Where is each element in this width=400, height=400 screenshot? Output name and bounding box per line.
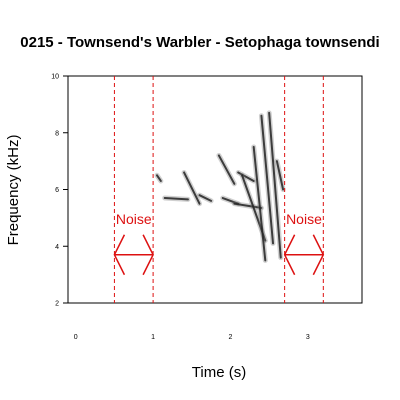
- y-axis-label: Frequency (kHz): [5, 135, 22, 246]
- song-element: [183, 171, 201, 205]
- noise-arrow-head-right: [142, 234, 154, 276]
- y-tick-label: 6: [55, 187, 59, 194]
- y-tick-label: 2: [55, 301, 59, 308]
- y-tick-label: 8: [55, 130, 59, 137]
- song-element: [163, 197, 189, 201]
- song-element: [252, 145, 267, 262]
- song-element: [233, 202, 263, 209]
- song-element: [155, 174, 162, 182]
- x-axis-label: Time (s): [192, 364, 246, 381]
- song-element: [221, 197, 240, 205]
- song-element: [268, 111, 282, 259]
- y-tick-label: 4: [55, 244, 59, 251]
- x-tick-label: 2: [229, 334, 233, 341]
- song-element: [198, 194, 213, 202]
- x-tick-label: 0: [74, 334, 78, 341]
- song-element: [217, 154, 236, 185]
- song-element: [260, 114, 275, 245]
- noise-arrow-head-left: [283, 234, 296, 276]
- x-tick-label: 3: [306, 334, 310, 341]
- chart-title: 0215 - Townsend's Warbler - Setophaga to…: [20, 34, 379, 51]
- plot-frame: [67, 75, 363, 304]
- y-tick-label: 10: [51, 74, 59, 81]
- noise-label: Noise: [116, 211, 152, 227]
- noise-arrow-head-right: [312, 234, 325, 276]
- x-tick-label: 1: [151, 334, 155, 341]
- noise-arrow-head-left: [113, 234, 126, 276]
- song-element: [275, 160, 285, 191]
- noise-label: Noise: [286, 211, 322, 227]
- song-element: [237, 171, 255, 182]
